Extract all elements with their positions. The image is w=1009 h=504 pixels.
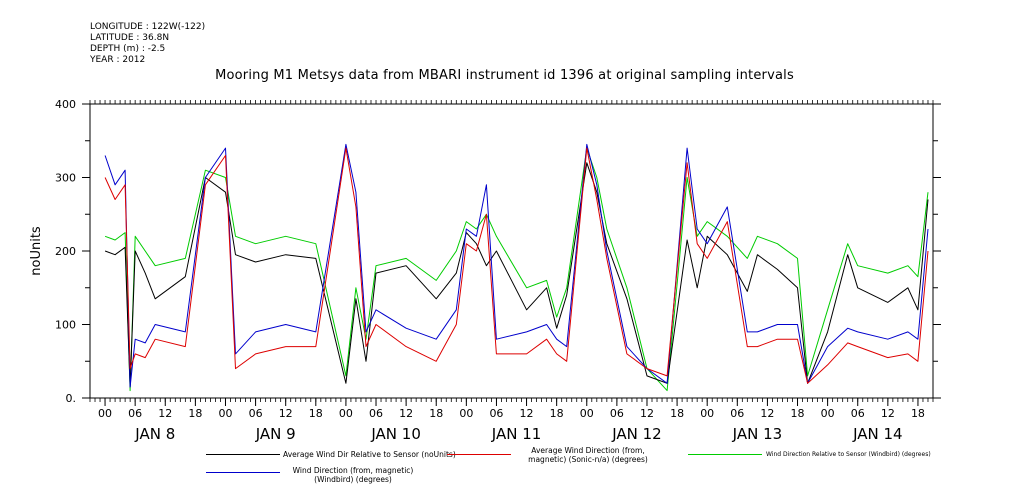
y-tick-label: 200: [55, 245, 76, 258]
chart-title: Mooring M1 Metsys data from MBARI instru…: [215, 68, 794, 83]
y-tick-label: 300: [55, 172, 76, 185]
x-tick-label: 06: [730, 407, 744, 420]
x-day-label: JAN 10: [370, 425, 421, 443]
x-tick-label: 06: [851, 407, 865, 420]
y-tick-label: 0.: [66, 392, 77, 405]
x-tick-label: 18: [309, 407, 323, 420]
x-tick-label: 00: [339, 407, 353, 420]
legend-swatch-green: [688, 454, 762, 455]
x-tick-label: 06: [610, 407, 624, 420]
x-tick-label: 18: [550, 407, 564, 420]
meta-latitude: LATITUDE : 36.8N: [90, 33, 170, 43]
meta-longitude: LONGITUDE : 122W(-122): [90, 22, 206, 32]
x-tick-label: 00: [459, 407, 473, 420]
x-tick-label: 06: [489, 407, 503, 420]
x-tick-label: 00: [700, 407, 714, 420]
x-day-label: JAN 13: [732, 425, 783, 443]
x-day-label: JAN 12: [611, 425, 662, 443]
x-day-label: JAN 14: [852, 425, 903, 443]
x-tick-label: 18: [791, 407, 805, 420]
x-tick-label: 12: [760, 407, 774, 420]
legend-swatch-black: [206, 454, 280, 455]
x-tick-label: 00: [218, 407, 232, 420]
x-tick-label: 18: [188, 407, 202, 420]
legend-swatch-red: [447, 454, 511, 455]
legend-label-1: Average Wind Dir Relative to Sensor (noU…: [283, 450, 456, 459]
y-tick-label: 400: [55, 98, 76, 111]
legend-label-4: Wind Direction (from, magnetic) (Windbir…: [292, 466, 414, 484]
x-tick-label: 06: [369, 407, 383, 420]
x-tick-label: 12: [640, 407, 654, 420]
x-tick-label: 12: [520, 407, 534, 420]
x-tick-label: 00: [821, 407, 835, 420]
x-tick-label: 12: [279, 407, 293, 420]
x-tick-label: 18: [429, 407, 443, 420]
legend-swatch-blue: [206, 472, 280, 473]
series-line-2: [104, 147, 929, 384]
meta-depth: DEPTH (m) : -2.5: [90, 44, 166, 54]
x-tick-label: 12: [158, 407, 172, 420]
x-tick-label: 18: [670, 407, 684, 420]
x-day-label: JAN 9: [255, 425, 296, 443]
series-line-4: [104, 143, 929, 388]
series-line-1: [104, 162, 929, 388]
x-tick-label: 06: [128, 407, 142, 420]
y-tick-label: 100: [55, 319, 76, 332]
series-line-3: [104, 147, 929, 392]
x-tick-label: 12: [881, 407, 895, 420]
x-day-label: JAN 11: [491, 425, 542, 443]
y-axis-label: noUnits: [29, 226, 44, 276]
x-day-label: JAN 8: [134, 425, 175, 443]
metadata-block: LONGITUDE : 122W(-122) LATITUDE : 36.8N …: [90, 22, 205, 66]
legend-label-2: Average Wind Direction (from, magnetic) …: [528, 446, 648, 464]
legend-label-3: Wind Direction Relative to Sensor (Windb…: [766, 451, 931, 458]
x-tick-label: 06: [249, 407, 263, 420]
x-tick-label: 18: [911, 407, 925, 420]
x-tick-label: 00: [98, 407, 112, 420]
x-tick-label: 12: [399, 407, 413, 420]
meta-year: YEAR : 2012: [90, 55, 146, 65]
x-tick-label: 00: [580, 407, 594, 420]
